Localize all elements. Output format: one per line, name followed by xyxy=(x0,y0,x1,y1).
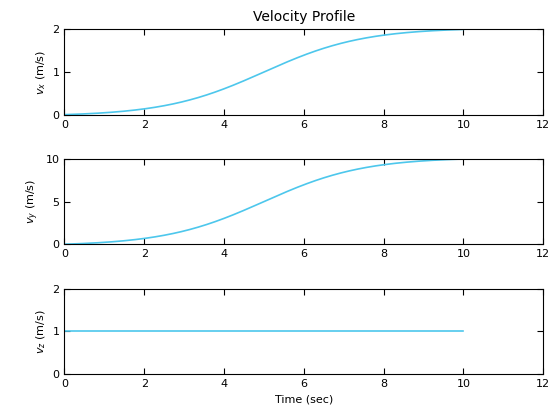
X-axis label: Time (sec): Time (sec) xyxy=(274,394,333,404)
Y-axis label: $v_z$ (m/s): $v_z$ (m/s) xyxy=(35,309,48,354)
Y-axis label: $v_x$ (m/s): $v_x$ (m/s) xyxy=(35,50,48,94)
Title: Velocity Profile: Velocity Profile xyxy=(253,10,355,24)
Y-axis label: $v_y$ (m/s): $v_y$ (m/s) xyxy=(25,179,41,224)
